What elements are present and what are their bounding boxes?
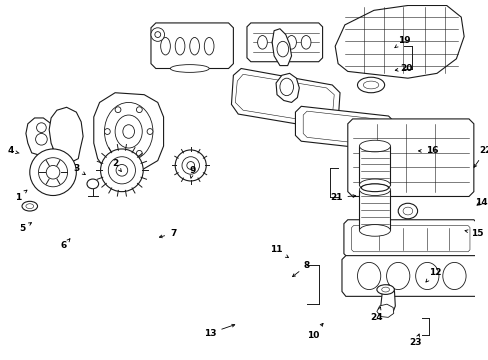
Polygon shape xyxy=(295,106,393,151)
Ellipse shape xyxy=(376,285,393,294)
Ellipse shape xyxy=(357,262,380,289)
Ellipse shape xyxy=(257,36,267,49)
Text: 5: 5 xyxy=(19,223,31,233)
Polygon shape xyxy=(276,73,299,103)
Ellipse shape xyxy=(39,158,67,187)
Text: 12: 12 xyxy=(425,267,440,282)
Ellipse shape xyxy=(46,166,60,179)
Polygon shape xyxy=(231,68,339,130)
Ellipse shape xyxy=(175,37,184,55)
Bar xyxy=(359,190,389,230)
Text: 20: 20 xyxy=(394,64,411,73)
Ellipse shape xyxy=(151,28,164,41)
Text: 21: 21 xyxy=(329,193,355,202)
Ellipse shape xyxy=(381,287,388,292)
Polygon shape xyxy=(235,74,333,124)
Ellipse shape xyxy=(170,65,209,72)
Ellipse shape xyxy=(402,207,412,215)
Ellipse shape xyxy=(104,103,153,161)
Ellipse shape xyxy=(415,262,438,289)
Ellipse shape xyxy=(357,77,384,93)
Text: 13: 13 xyxy=(203,324,234,338)
Ellipse shape xyxy=(108,157,135,184)
Text: 6: 6 xyxy=(61,239,70,251)
Ellipse shape xyxy=(116,165,127,176)
Text: 23: 23 xyxy=(408,334,421,347)
Ellipse shape xyxy=(189,37,199,55)
Ellipse shape xyxy=(147,129,153,134)
Ellipse shape xyxy=(115,115,142,148)
Ellipse shape xyxy=(363,81,378,89)
Ellipse shape xyxy=(115,107,121,113)
Ellipse shape xyxy=(279,78,293,96)
Ellipse shape xyxy=(101,149,143,192)
Ellipse shape xyxy=(104,129,110,134)
Ellipse shape xyxy=(37,123,46,132)
Polygon shape xyxy=(351,226,469,252)
Ellipse shape xyxy=(26,204,34,208)
Ellipse shape xyxy=(30,149,76,195)
Polygon shape xyxy=(343,220,477,257)
Polygon shape xyxy=(272,29,291,66)
Ellipse shape xyxy=(186,162,194,169)
Ellipse shape xyxy=(442,262,465,289)
Text: 14: 14 xyxy=(474,198,487,207)
Polygon shape xyxy=(246,23,322,62)
Polygon shape xyxy=(94,93,163,172)
Ellipse shape xyxy=(136,150,142,156)
Text: 17: 17 xyxy=(0,359,1,360)
Text: 22: 22 xyxy=(473,147,488,167)
Ellipse shape xyxy=(359,184,389,195)
Ellipse shape xyxy=(386,262,409,289)
Ellipse shape xyxy=(87,179,99,189)
Ellipse shape xyxy=(175,150,206,181)
Text: 18: 18 xyxy=(0,359,1,360)
Ellipse shape xyxy=(122,125,134,138)
Text: 16: 16 xyxy=(418,147,438,156)
Text: 10: 10 xyxy=(306,323,323,339)
Ellipse shape xyxy=(359,179,389,191)
Polygon shape xyxy=(334,5,463,78)
Polygon shape xyxy=(49,107,83,163)
Text: 9: 9 xyxy=(189,166,196,178)
Polygon shape xyxy=(376,304,393,318)
Text: 1: 1 xyxy=(15,190,27,202)
Ellipse shape xyxy=(161,37,170,55)
Text: 19: 19 xyxy=(394,36,409,48)
Text: 7: 7 xyxy=(159,229,176,238)
Ellipse shape xyxy=(22,201,38,211)
Text: 11: 11 xyxy=(269,245,288,257)
Text: 15: 15 xyxy=(464,229,483,238)
Ellipse shape xyxy=(276,41,288,57)
Ellipse shape xyxy=(204,37,214,55)
Ellipse shape xyxy=(359,140,389,152)
Text: 2: 2 xyxy=(112,159,121,171)
Polygon shape xyxy=(26,118,55,156)
Bar xyxy=(359,146,389,185)
Polygon shape xyxy=(151,23,233,68)
Ellipse shape xyxy=(136,107,142,113)
Ellipse shape xyxy=(359,225,389,236)
Ellipse shape xyxy=(272,36,281,49)
Ellipse shape xyxy=(361,184,388,192)
Polygon shape xyxy=(341,256,479,296)
Ellipse shape xyxy=(397,203,417,219)
Ellipse shape xyxy=(155,32,161,37)
Polygon shape xyxy=(378,285,394,314)
Text: 3: 3 xyxy=(73,164,85,175)
Text: 8: 8 xyxy=(292,261,309,276)
Ellipse shape xyxy=(301,36,310,49)
Text: 4: 4 xyxy=(7,147,19,156)
Text: 24: 24 xyxy=(370,307,383,322)
Polygon shape xyxy=(347,119,473,197)
Ellipse shape xyxy=(115,150,121,156)
Ellipse shape xyxy=(36,134,47,145)
Ellipse shape xyxy=(286,36,296,49)
Ellipse shape xyxy=(182,157,199,174)
Polygon shape xyxy=(303,111,388,146)
